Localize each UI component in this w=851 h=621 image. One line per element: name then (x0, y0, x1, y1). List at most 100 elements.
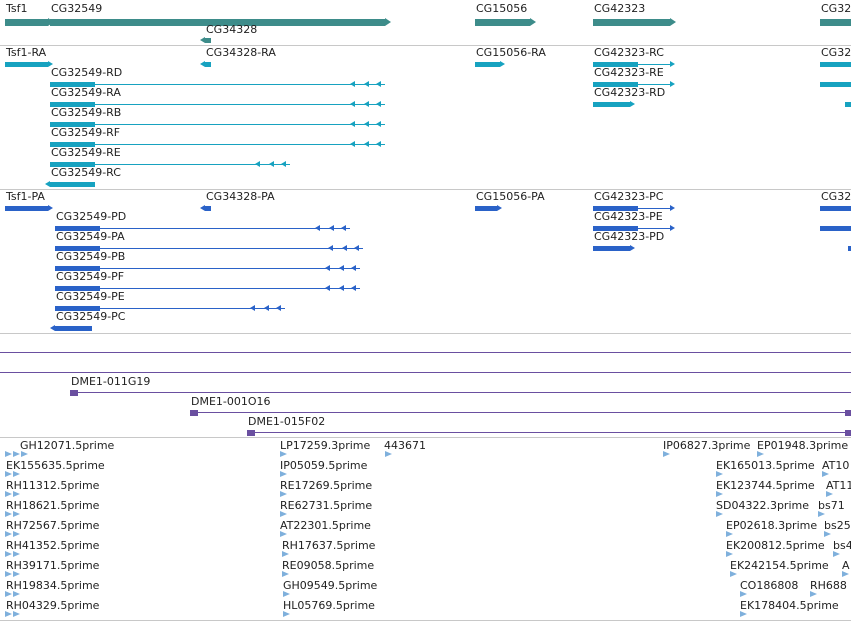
est-arrow-icon (13, 491, 20, 497)
feature-label: Tsf1-PA (6, 190, 45, 203)
est-arrow-icon (663, 451, 670, 457)
est-arrow-icon (716, 471, 723, 477)
strand-arrow-right-icon (670, 18, 676, 26)
exon-block (593, 226, 638, 231)
strand-arrow-right-icon (48, 205, 53, 211)
feature-bar (820, 206, 851, 211)
exon-block (50, 162, 95, 167)
feature-label: RH11312.5prime (6, 479, 100, 492)
strand-arrow-left-icon (50, 325, 55, 331)
est-arrow-icon (5, 591, 12, 597)
strand-arrow-left-icon (281, 161, 286, 167)
feature-label: EP02618.3prime (726, 519, 818, 532)
intron-line (55, 308, 285, 309)
feature-label: RE09058.5prime (282, 559, 375, 572)
feature-label: CG32549-PC (56, 310, 126, 323)
est-arrow-icon (282, 551, 289, 557)
feature-label: EK178404.5prime (740, 599, 839, 612)
feature-label: CG32 (821, 190, 851, 203)
strand-arrow-right-icon (385, 18, 391, 26)
feature-bar (475, 19, 530, 26)
est-arrow-icon (282, 571, 289, 577)
est-arrow-icon (283, 611, 290, 617)
feature-label: bs4 (833, 539, 851, 552)
est-arrow-icon (726, 531, 733, 537)
exon-block (5, 206, 48, 211)
feature-label: SD04322.3prime (716, 499, 809, 512)
est-arrow-icon (280, 531, 287, 537)
feature-label: HL05769.5prime (283, 599, 375, 612)
feature-label: EK242154.5prime (730, 559, 829, 572)
feature-label: bs25 (824, 519, 851, 532)
feature-label: CG32549-PD (56, 210, 127, 223)
feature-label: RH19834.5prime (6, 579, 100, 592)
track-separator (0, 189, 851, 190)
strand-arrow-right-icon (670, 61, 675, 67)
strand-arrow-left-icon (350, 141, 355, 147)
track-separator (0, 437, 851, 438)
est-arrow-icon (740, 591, 747, 597)
est-arrow-icon (21, 451, 28, 457)
clone-end-block (190, 410, 198, 416)
est-arrow-icon (13, 471, 20, 477)
strand-arrow-right-icon (48, 61, 53, 67)
strand-arrow-left-icon (376, 141, 381, 147)
est-arrow-icon (13, 531, 20, 537)
strand-arrow-left-icon (342, 245, 347, 251)
feature-label: LP17259.3prime (280, 439, 371, 452)
feature-label: DME1-015F02 (248, 415, 326, 428)
feature-label: CG32549-PB (56, 250, 126, 263)
feature-label: IP06827.3prime (663, 439, 751, 452)
intron-line (50, 124, 385, 125)
exon-block (55, 306, 100, 311)
est-arrow-icon (726, 551, 733, 557)
clone-span-line[interactable] (0, 352, 851, 353)
clone-span-line[interactable] (0, 372, 851, 373)
intron-line (50, 164, 290, 165)
strand-arrow-right-icon (670, 81, 675, 87)
feature-label: CG32549-PF (56, 270, 125, 283)
intron-line (50, 144, 385, 145)
est-arrow-icon (818, 511, 825, 517)
est-arrow-icon (385, 451, 392, 457)
feature-label: CG34328-PA (206, 190, 275, 203)
feature-label: CG15056-PA (476, 190, 545, 203)
est-arrow-icon (5, 511, 12, 517)
feature-bar (820, 226, 851, 231)
strand-arrow-left-icon (376, 121, 381, 127)
est-arrow-icon (13, 571, 20, 577)
clone-end-block (70, 390, 78, 396)
track-separator (0, 45, 851, 46)
exon-block (50, 122, 95, 127)
intron-line (50, 84, 385, 85)
est-arrow-icon (740, 611, 747, 617)
feature-label: CG32549-RD (51, 66, 123, 79)
intron-line (55, 228, 350, 229)
feature-label: AT22301.5prime (280, 519, 371, 532)
strand-arrow-left-icon (341, 225, 346, 231)
strand-arrow-left-icon (269, 161, 274, 167)
exon-block (593, 82, 638, 87)
strand-arrow-left-icon (328, 245, 333, 251)
est-arrow-icon (842, 571, 849, 577)
feature-label: EK165013.5prime (716, 459, 815, 472)
feature-label: RH688 (810, 579, 847, 592)
feature-bar (50, 19, 385, 26)
est-arrow-icon (13, 451, 20, 457)
feature-label: RH04329.5prime (6, 599, 100, 612)
feature-label: CG34328-RA (206, 46, 276, 59)
strand-arrow-right-icon (530, 18, 536, 26)
strand-arrow-left-icon (200, 61, 205, 67)
feature-label: RE17269.5prime (280, 479, 373, 492)
feature-label: CG32549-RF (51, 126, 121, 139)
est-arrow-icon (716, 511, 723, 517)
clone-line (70, 392, 851, 393)
est-arrow-icon (283, 591, 290, 597)
est-arrow-icon (716, 491, 723, 497)
feature-label: RH39171.5prime (6, 559, 100, 572)
strand-arrow-left-icon (200, 205, 205, 211)
strand-arrow-left-icon (339, 265, 344, 271)
exon-block (50, 142, 95, 147)
feature-bar (848, 246, 851, 251)
